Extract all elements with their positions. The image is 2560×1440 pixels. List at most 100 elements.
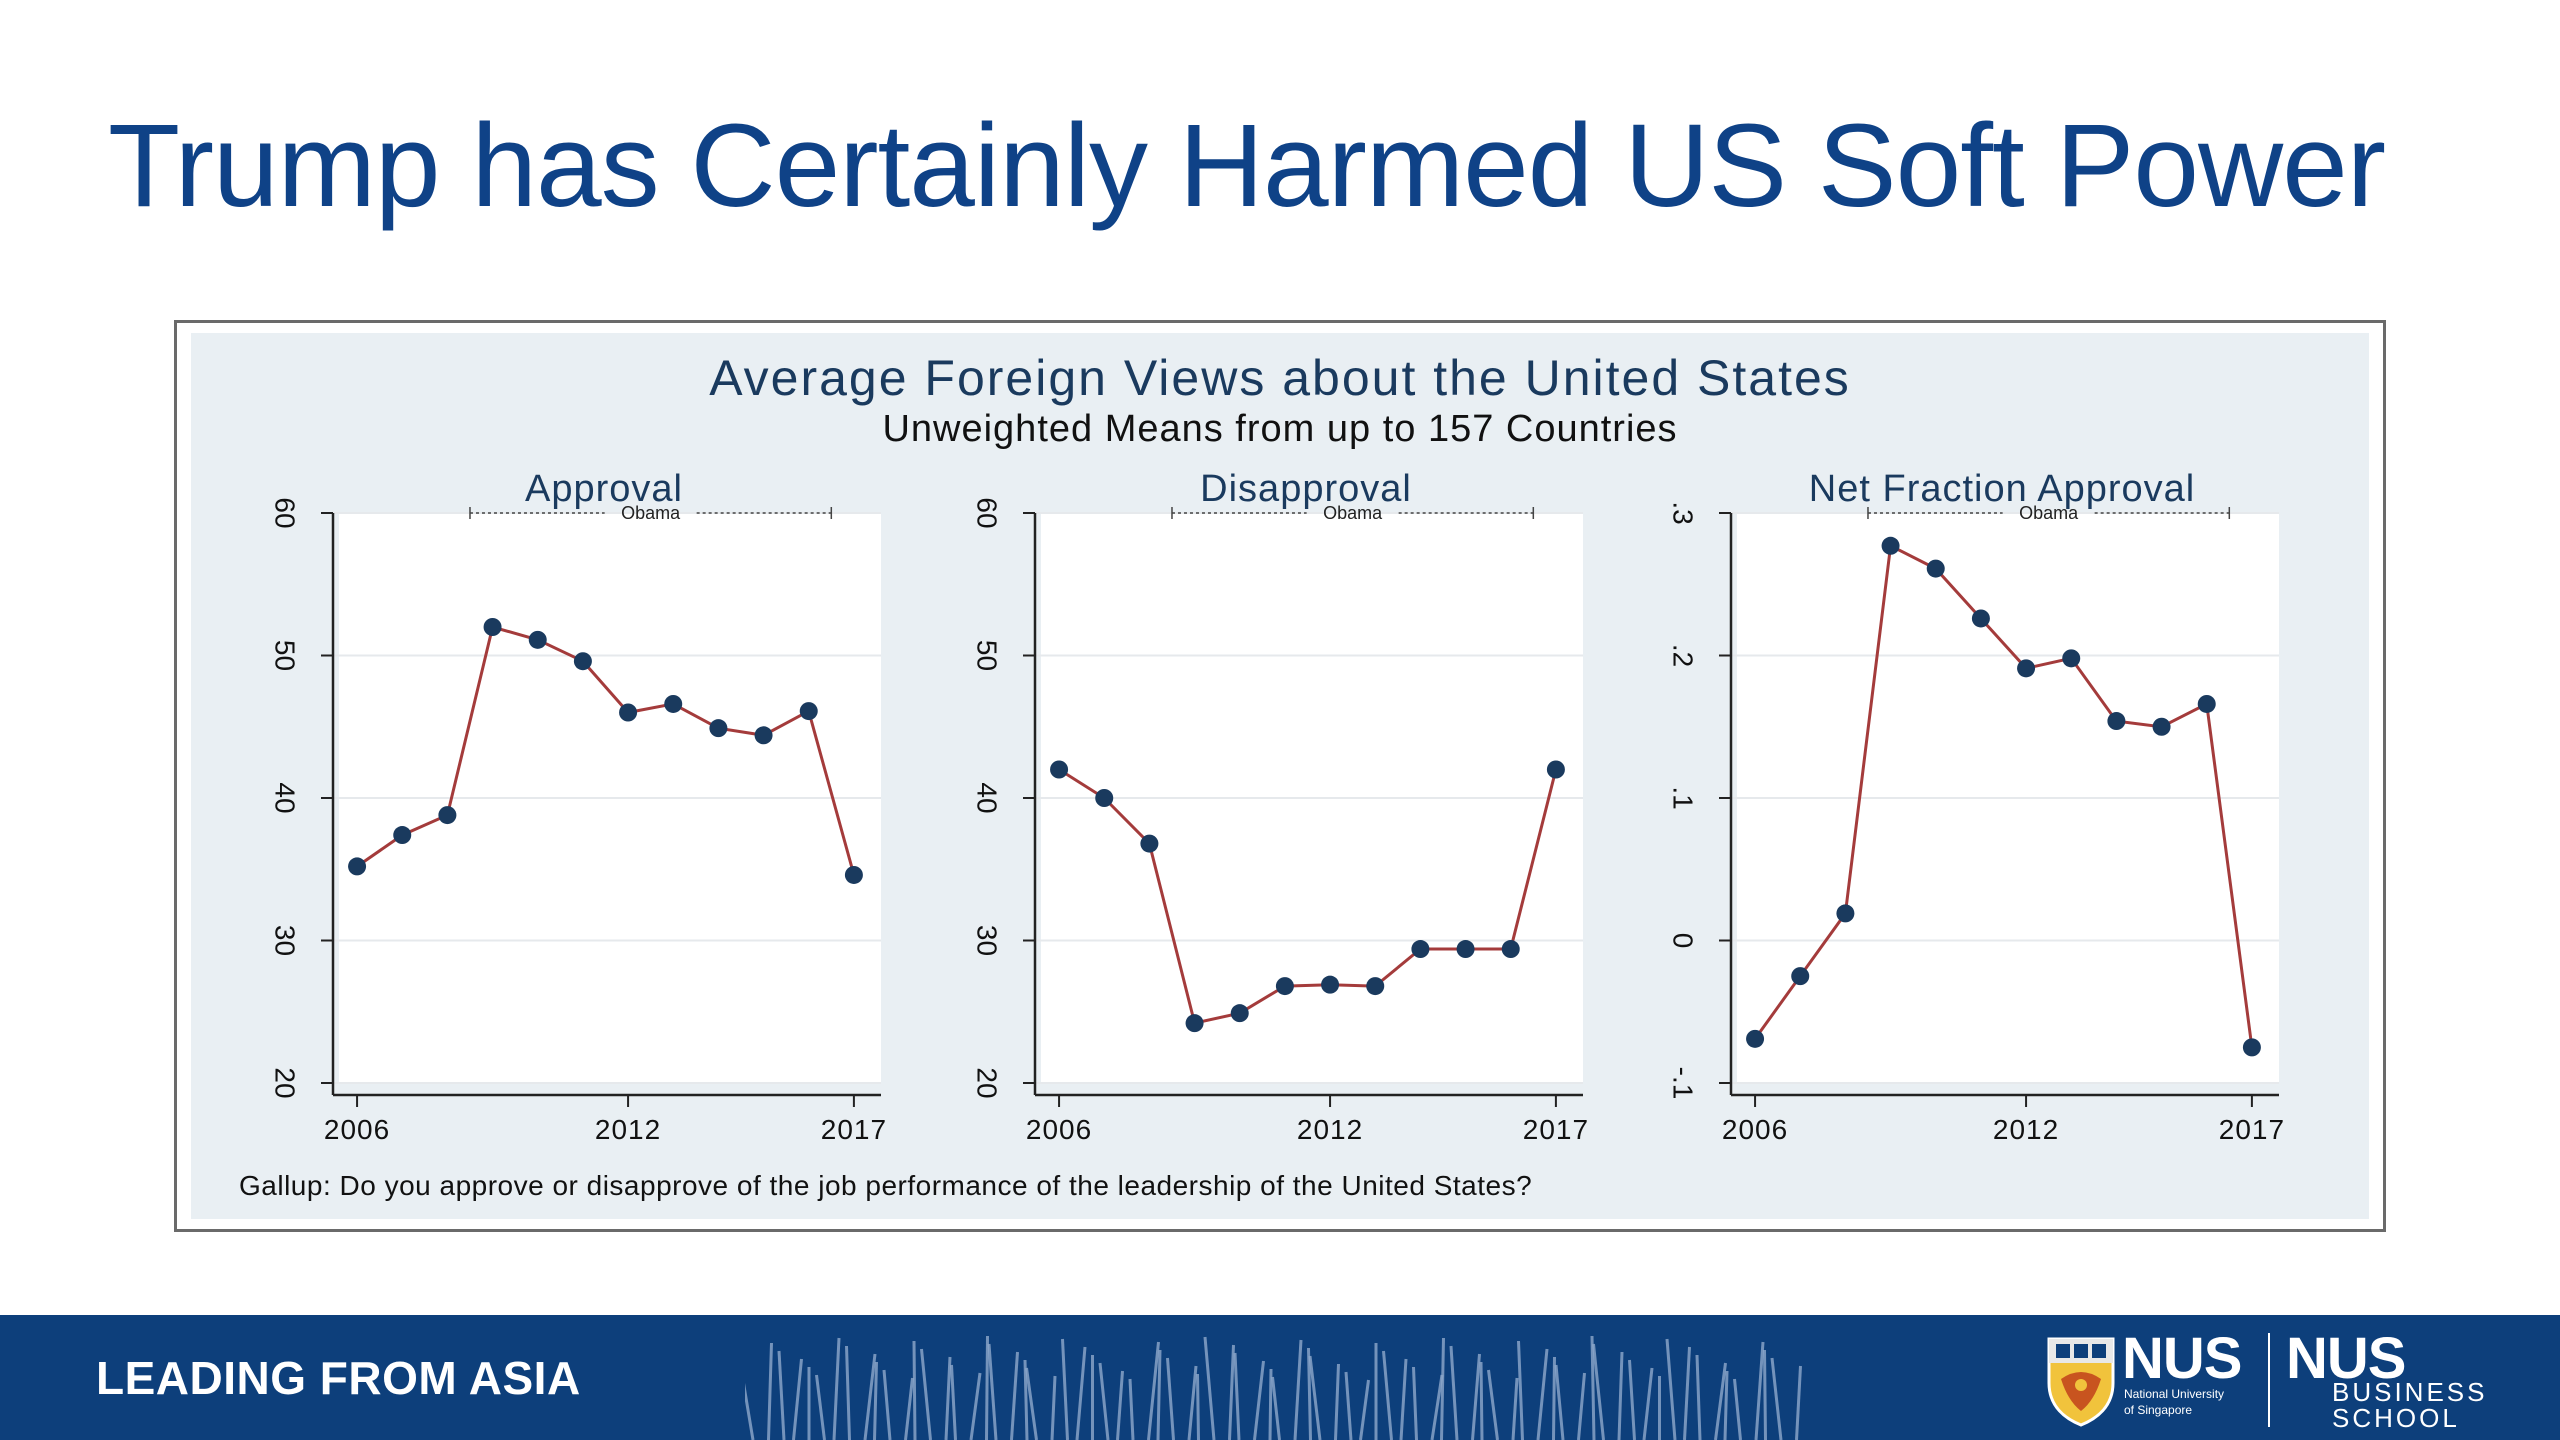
data-point	[2017, 659, 2036, 678]
data-point	[619, 703, 638, 722]
data-point	[799, 702, 818, 721]
slide-title: Trump has Certainly Harmed US Soft Power	[108, 100, 2386, 232]
grass-stroke	[904, 1377, 914, 1440]
grass-stroke	[1399, 1358, 1408, 1440]
y-tick-label: 20	[972, 1067, 1003, 1098]
grass-stroke	[1334, 1363, 1340, 1440]
business-school-subtitle-line2: SCHOOL	[2332, 1403, 2460, 1433]
panel-title: Net Fraction Approval	[1809, 468, 2195, 510]
data-point	[1746, 1029, 1765, 1048]
grass-stroke	[1023, 1359, 1029, 1440]
grass-stroke	[1511, 1377, 1519, 1440]
grass-stroke	[1628, 1359, 1636, 1440]
grass-stroke	[767, 1342, 773, 1440]
grass-stroke	[1293, 1339, 1303, 1440]
grass-stroke	[777, 1350, 786, 1440]
grass-stroke	[1228, 1344, 1235, 1440]
panel-disapproval: Disapproval 20 30 40 50 60 2006 2012 2017 Obama	[972, 468, 1588, 1145]
figure-note: Gallup: Do you approve or disapprove of …	[239, 1170, 1532, 1201]
y-tick-label: 50	[972, 640, 1003, 671]
data-point	[1456, 940, 1475, 959]
grass-stroke	[1268, 1368, 1273, 1440]
grass-stroke	[1642, 1367, 1654, 1440]
chart-figure: Average Foreign Views about the United S…	[174, 320, 2386, 1232]
grass-stroke	[1449, 1345, 1459, 1440]
footer-bar: LEADING FROM ASIA NUS National Universit…	[0, 1315, 2560, 1440]
grass-stroke	[1128, 1378, 1135, 1440]
data-point	[2242, 1038, 2261, 1057]
grass-stroke	[1754, 1341, 1765, 1440]
grass-stroke	[1592, 1343, 1605, 1440]
data-point	[1546, 760, 1565, 779]
grass-stroke	[1479, 1361, 1484, 1440]
chart-figure-svg: Average Foreign Views about the United S…	[239, 350, 2284, 1201]
data-point	[1501, 940, 1520, 959]
x-tick-label: 2006	[1026, 1114, 1092, 1145]
grass-stroke	[1733, 1378, 1742, 1440]
y-tick-label: .1	[1668, 786, 1699, 809]
data-point	[438, 806, 457, 825]
grass-stroke	[969, 1372, 982, 1440]
grass-stroke	[1116, 1370, 1124, 1440]
data-point	[1411, 940, 1430, 959]
data-point	[1140, 834, 1159, 853]
grass-decoration-icon	[745, 1335, 1802, 1440]
x-tick-label: 2012	[595, 1114, 661, 1145]
grass-stroke	[1187, 1365, 1198, 1440]
data-point	[1926, 559, 1945, 578]
grass-stroke	[1723, 1370, 1729, 1440]
grass-stroke	[1156, 1349, 1162, 1440]
grass-stroke	[1430, 1374, 1444, 1440]
data-point	[1095, 789, 1114, 807]
y-tick-label: 60	[270, 497, 301, 528]
nus-logo-subtitle-line1: National University	[2124, 1387, 2225, 1401]
data-point	[1230, 1004, 1249, 1023]
y-tick-label: 0	[1668, 933, 1699, 949]
grass-stroke	[1233, 1352, 1241, 1440]
grass-stroke	[1382, 1350, 1393, 1440]
grass-stroke	[950, 1364, 957, 1440]
grass-stroke	[1025, 1367, 1038, 1440]
grass-stroke	[1536, 1348, 1549, 1440]
data-point	[754, 726, 773, 745]
figure-subtitle: Unweighted Means from up to 157 Countrie…	[882, 408, 1677, 450]
x-tick-label: 2006	[324, 1114, 390, 1145]
grass-stroke	[815, 1374, 826, 1440]
nus-logo-subtitle-line2: of Singapore	[2124, 1403, 2193, 1417]
grass-stroke	[1487, 1369, 1499, 1440]
data-point	[664, 694, 683, 713]
data-point	[2062, 649, 2081, 668]
y-tick-label: .2	[1668, 644, 1699, 667]
grass-stroke	[792, 1358, 803, 1440]
nus-crest-icon	[2047, 1337, 2115, 1427]
data-point	[1791, 967, 1810, 986]
business-school-logo-text: NUS	[2286, 1326, 2406, 1391]
logo-divider	[2268, 1333, 2270, 1427]
grass-stroke	[1517, 1340, 1524, 1440]
y-tick-label: 60	[972, 497, 1003, 528]
grass-stroke	[1412, 1366, 1418, 1440]
grass-stroke	[1577, 1372, 1586, 1440]
business-school-subtitle-line1: BUSINESS	[2332, 1377, 2488, 1407]
panel-title: Approval	[525, 468, 683, 510]
data-point	[1881, 536, 1900, 555]
grass-stroke	[845, 1345, 851, 1440]
grass-stroke	[1010, 1351, 1019, 1440]
data-point	[1321, 975, 1340, 994]
panel-approval: Approval 20 30 40 50 60 2006 2012 2017 Obama	[270, 468, 886, 1145]
grass-stroke	[863, 1353, 877, 1440]
grass-stroke	[985, 1335, 989, 1440]
data-point	[1971, 609, 1990, 628]
x-tick-label: 2012	[1297, 1114, 1363, 1145]
data-point	[1836, 904, 1855, 923]
annotation-label: Obama	[1323, 503, 1383, 523]
grass-stroke	[1166, 1357, 1175, 1440]
grass-stroke	[1695, 1354, 1702, 1440]
data-point	[1275, 977, 1294, 996]
data-point	[1366, 977, 1385, 996]
chart-figure-background: Average Foreign Views about the United S…	[191, 333, 2369, 1219]
grass-stroke	[1098, 1362, 1110, 1440]
annotation-label: Obama	[2019, 503, 2079, 523]
data-point	[709, 719, 728, 738]
